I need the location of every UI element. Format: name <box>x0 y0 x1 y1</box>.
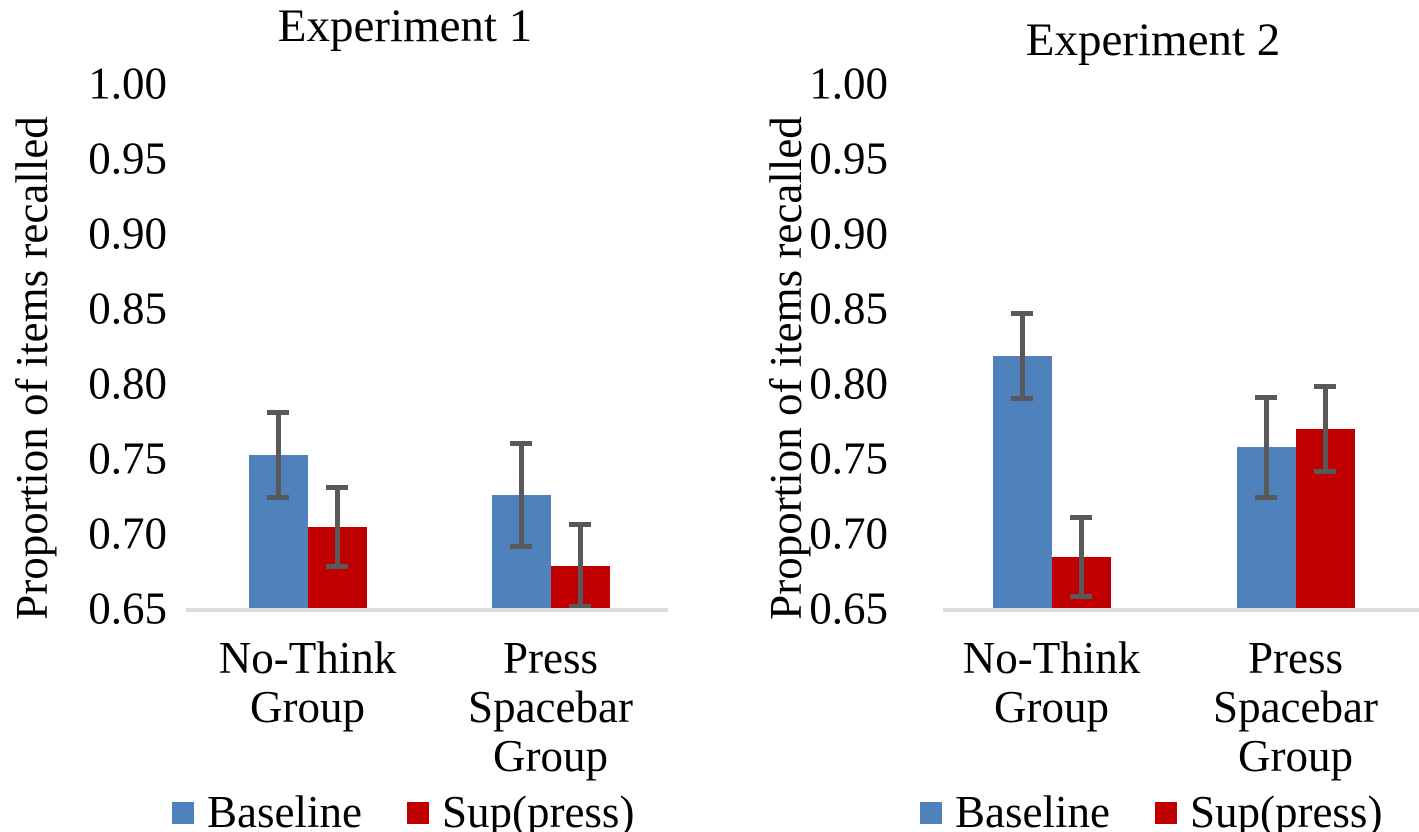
error-bar-stem <box>518 441 524 549</box>
error-bar-stem <box>334 484 340 569</box>
legend-swatch-suppress <box>406 801 429 824</box>
y-tick-label: 0.70 <box>88 508 167 559</box>
error-bar <box>1070 514 1092 599</box>
error-bar <box>326 484 348 569</box>
category-label-line: Press <box>1247 633 1343 683</box>
x-axis-line <box>943 608 1419 612</box>
error-bar-stem <box>577 522 583 609</box>
error-bar <box>1011 310 1033 401</box>
legend-item: Sup(press) <box>1154 787 1383 832</box>
error-bar <box>1255 394 1277 500</box>
legend-label: Sup(press) <box>1189 787 1383 832</box>
y-tick-label: 0.65 <box>88 583 167 634</box>
legend-item: Baseline <box>172 790 362 832</box>
legend: Baseline Sup(press) <box>172 790 634 832</box>
category-label-line: Spacebar <box>468 682 633 732</box>
plot-area <box>943 59 1419 609</box>
category-label-line: No-Think <box>218 633 397 683</box>
error-bar-stem <box>275 409 281 500</box>
y-tick-label: 0.75 <box>809 433 888 484</box>
category-label: No-Think Group <box>143 634 473 732</box>
error-bar-bottom-cap <box>1011 395 1033 401</box>
category-label-line: Group <box>1238 731 1353 781</box>
error-bar-bottom-cap <box>569 604 591 609</box>
legend-swatch-baseline <box>920 801 942 824</box>
category-label-line: Spacebar <box>1213 682 1378 732</box>
legend-item: Baseline <box>920 790 1110 832</box>
error-bar <box>569 522 591 609</box>
legend-item: Sup(press) <box>406 787 635 832</box>
category-label-line: Group <box>994 682 1109 732</box>
experiment-2-chart: Experiment 2 Proportion of items recalled… <box>710 0 1419 832</box>
y-tick-label: 0.85 <box>88 283 167 334</box>
legend: Baseline Sup(press) <box>920 790 1382 832</box>
error-bar-bottom-cap <box>1070 593 1092 599</box>
y-tick-label: 0.80 <box>88 358 167 409</box>
category-label-line: Group <box>250 682 365 732</box>
category-label-line: Press <box>502 633 598 683</box>
y-tick-label: 0.95 <box>88 133 167 184</box>
legend-label: Baseline <box>207 787 362 832</box>
y-tick-label: 0.80 <box>809 358 888 409</box>
error-bar-stem <box>1263 394 1269 500</box>
y-tick-label: 0.70 <box>809 508 888 559</box>
error-bar-bottom-cap <box>326 563 348 569</box>
legend-swatch-suppress <box>1154 801 1177 824</box>
y-tick-label: 0.95 <box>809 133 888 184</box>
legend-label: Baseline <box>955 787 1110 832</box>
category-label-line: Group <box>493 731 608 781</box>
error-bar <box>1314 384 1336 474</box>
error-bar-bottom-cap <box>1314 469 1336 474</box>
error-bar-bottom-cap <box>510 544 532 549</box>
y-tick-label: 0.75 <box>88 433 167 484</box>
category-label: Press Spacebar Group <box>386 634 716 781</box>
y-tick-label: 0.65 <box>809 583 888 634</box>
y-tick-label: 0.85 <box>809 283 888 334</box>
y-tick-label: 1.00 <box>88 58 167 109</box>
category-label: No-Think Group <box>887 634 1217 732</box>
plot-area <box>186 59 668 609</box>
error-bar <box>510 441 532 549</box>
error-bar-stem <box>1019 310 1025 401</box>
error-bar-stem <box>1322 384 1328 474</box>
error-bar-bottom-cap <box>267 494 289 500</box>
legend-label: Sup(press) <box>441 787 635 832</box>
chart-title: Experiment 1 <box>277 0 533 52</box>
x-axis-line <box>186 608 668 612</box>
experiment-1-chart: Experiment 1 Proportion of items recalled… <box>7 0 668 832</box>
error-bar <box>267 409 289 500</box>
category-label: Press Spacebar Group <box>1131 634 1419 781</box>
error-bar-stem <box>1078 514 1084 599</box>
category-label-line: No-Think <box>962 633 1141 683</box>
y-tick-label: 0.90 <box>88 208 167 259</box>
error-bar-bottom-cap <box>1255 494 1277 500</box>
legend-swatch-baseline <box>172 801 194 824</box>
chart-title: Experiment 2 <box>1025 14 1281 66</box>
y-tick-label: 0.90 <box>809 208 888 259</box>
y-tick-label: 1.00 <box>809 58 888 109</box>
